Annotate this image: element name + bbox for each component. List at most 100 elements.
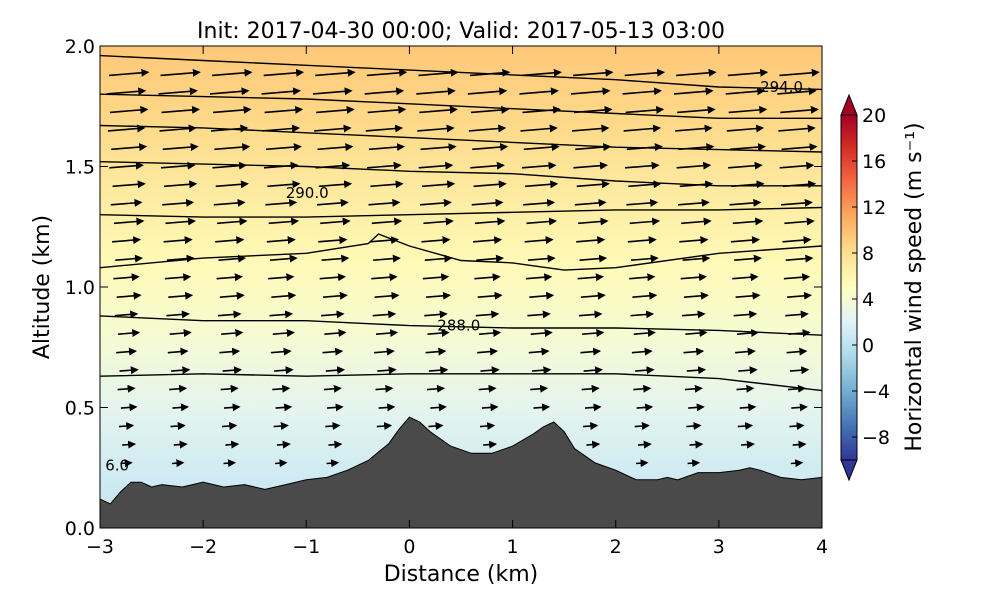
wind-arrow (317, 143, 354, 152)
wind-arrow (636, 403, 654, 412)
wind-arrow (120, 403, 138, 412)
wind-arrow (686, 422, 702, 431)
wind-arrow (474, 273, 501, 282)
wind-arrow (267, 180, 301, 189)
wind-arrow (676, 68, 717, 77)
wind-arrow (478, 384, 497, 393)
wind-arrow (214, 143, 251, 152)
wind-arrow (367, 161, 402, 170)
wind-arrow (586, 440, 601, 449)
wind-arrow (629, 273, 656, 282)
wind-arrow (169, 384, 188, 393)
wind-arrow (777, 87, 817, 96)
wind-arrow (110, 198, 143, 207)
wind-arrow (264, 105, 304, 114)
wind-arrow (116, 347, 137, 356)
wind-arrow (682, 310, 706, 319)
wind-arrow (689, 440, 704, 449)
contour-label: 288.0 (437, 317, 480, 335)
wind-arrow (527, 310, 551, 319)
wind-arrow (677, 105, 716, 114)
wind-arrow (737, 422, 754, 430)
wind-arrow (521, 161, 557, 170)
wind-arrow (223, 403, 241, 412)
y-tick-label: 2.0 (65, 36, 95, 58)
wind-arrow (474, 217, 506, 226)
wind-arrow (112, 236, 142, 245)
wind-arrow (784, 217, 815, 226)
wind-arrow (420, 198, 452, 207)
wind-arrow (785, 254, 814, 263)
wind-arrow (159, 124, 197, 133)
wind-arrow (728, 105, 768, 114)
wind-arrow (578, 310, 603, 319)
colorbar-tick-label: 20 (862, 105, 886, 127)
wind-arrow (528, 347, 550, 356)
contour-line (100, 124, 822, 153)
colorbar-title: Horizontal wind speed (m s⁻¹) (902, 122, 927, 451)
wind-arrow (580, 291, 606, 300)
wind-arrow (119, 366, 139, 375)
wind-arrow (781, 198, 813, 207)
contour-line (100, 206, 822, 218)
wind-arrow (525, 273, 553, 282)
wind-arrow (212, 105, 252, 114)
wind-arrow (164, 273, 192, 282)
wind-arrow (366, 68, 408, 77)
wind-arrow (573, 68, 614, 77)
wind-arrow (736, 329, 760, 338)
wind-arrow (375, 329, 399, 338)
wind-arrow (424, 310, 448, 319)
wind-arrow (368, 198, 401, 207)
wind-arrow (263, 68, 305, 77)
wind-arrow (622, 87, 662, 96)
wind-arrow (632, 291, 658, 300)
contour-line (100, 54, 822, 91)
wind-arrow (313, 87, 353, 96)
wind-arrow (473, 180, 507, 189)
wind-arrow (470, 105, 510, 114)
wind-arrow (523, 143, 560, 152)
wind-arrow (118, 422, 135, 431)
wind-arrow (325, 366, 346, 375)
wind-arrow (222, 366, 242, 375)
wind-arrow (365, 124, 404, 133)
wind-arrow (783, 273, 811, 282)
wind-arrow (729, 143, 766, 152)
wind-arrow (266, 236, 296, 245)
wind-arrow (314, 124, 352, 133)
wind-arrow (473, 236, 503, 245)
wind-arrow (426, 384, 445, 393)
wind-arrow (167, 347, 189, 356)
wind-arrow (577, 273, 604, 282)
wind-arrow (212, 68, 253, 77)
wind-arrow (371, 217, 403, 226)
wind-arrow (630, 310, 655, 319)
wind-arrow (370, 180, 404, 189)
wind-arrow (166, 310, 190, 319)
wind-arrow (219, 347, 241, 356)
wind-arrow (633, 329, 656, 338)
wind-arrow (111, 143, 148, 152)
wind-arrow (106, 87, 147, 96)
wind-arrow (272, 329, 295, 338)
wind-arrow (420, 143, 457, 152)
wind-arrow (635, 366, 655, 375)
wind-arrow (571, 124, 610, 133)
wind-arrow (164, 180, 198, 189)
wind-arrow (261, 87, 301, 96)
wind-arrow (530, 384, 549, 393)
wind-arrow (162, 143, 199, 152)
wind-arrow (117, 384, 136, 393)
wind-arrow (217, 310, 242, 319)
wind-arrow (427, 329, 450, 338)
wind-arrow (417, 124, 455, 133)
wind-arrow (327, 403, 344, 412)
contour-line (100, 93, 822, 119)
colorbar-tick-label: −8 (862, 427, 890, 449)
wind-arrow (421, 236, 451, 245)
wind-arrow (520, 124, 558, 133)
wind-arrow (634, 422, 650, 431)
wind-arrow (173, 440, 188, 449)
